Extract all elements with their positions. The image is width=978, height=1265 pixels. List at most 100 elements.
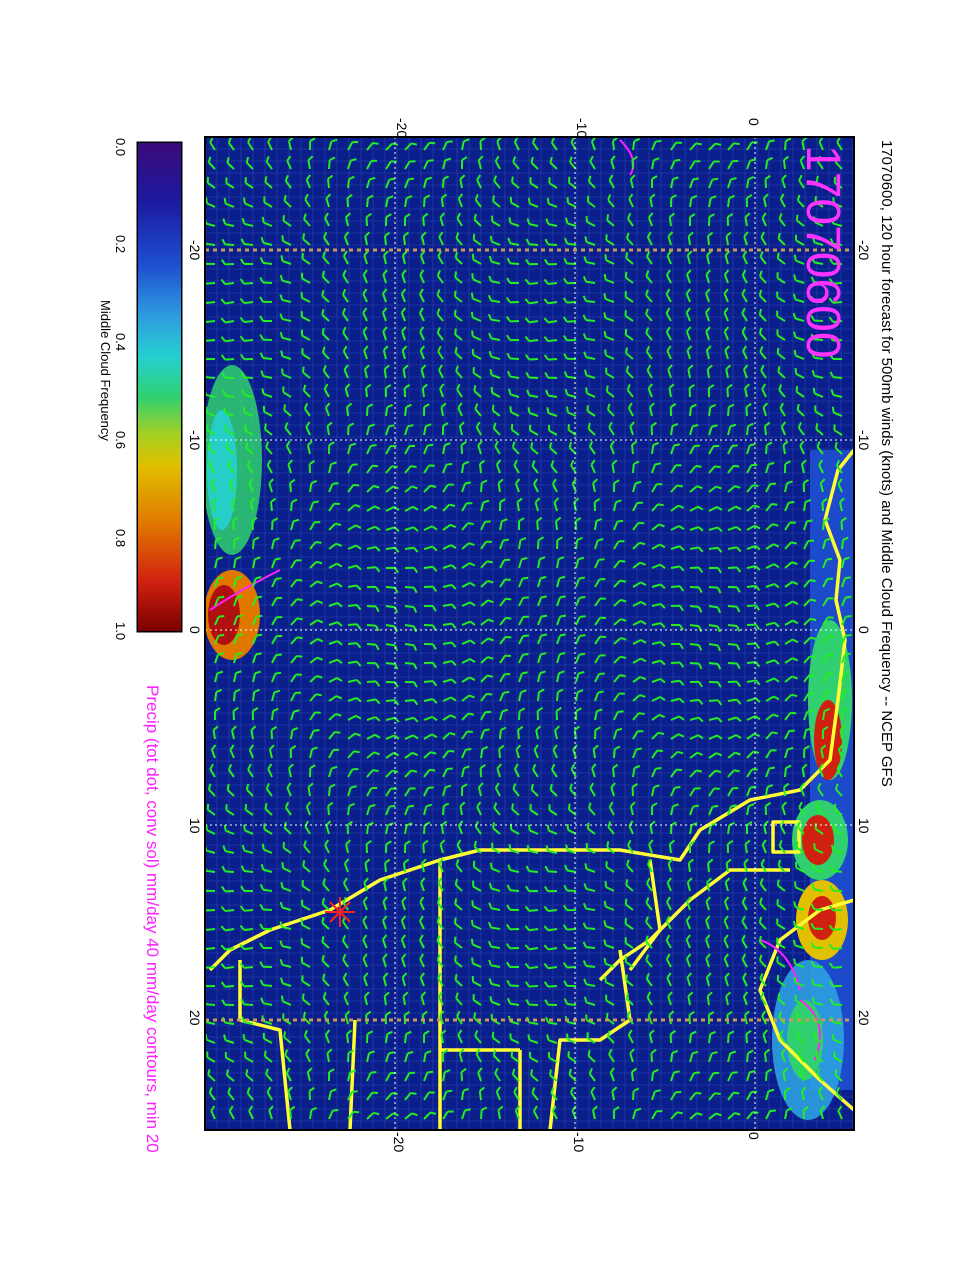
wind-barb [594, 726, 601, 740]
wind-barb [822, 517, 830, 531]
wind-barb [300, 329, 311, 341]
wind-barb [245, 442, 254, 455]
wind-barb [247, 763, 254, 778]
wind-barb [328, 441, 335, 455]
wind-barb [547, 1051, 558, 1063]
wind-barb [220, 354, 235, 361]
wind-barb [612, 763, 619, 778]
wind-barb [743, 1010, 750, 1025]
wind-barb [593, 498, 601, 512]
wind-barb [385, 1051, 395, 1063]
wind-barb [404, 586, 418, 594]
wind-barb [530, 783, 539, 797]
wind-barb [300, 311, 311, 322]
wind-barb [685, 915, 692, 930]
wind-barb [282, 386, 292, 398]
wind-barb [543, 317, 558, 324]
lon-label-bottom: 10 [187, 818, 203, 834]
wind-barb [727, 1091, 740, 1101]
wind-barb [472, 860, 482, 873]
wind-barb [267, 763, 273, 778]
wind-barb [455, 859, 463, 873]
wind-barb [423, 565, 438, 572]
wind-barb [632, 460, 640, 474]
wind-barb [625, 347, 634, 360]
wind-barb [778, 840, 786, 854]
wind-barb [512, 156, 520, 170]
wind-barb [362, 326, 368, 341]
wind-barb [290, 636, 303, 645]
wind-barb [382, 345, 389, 360]
wind-barb [575, 596, 586, 607]
wind-barb [707, 384, 715, 398]
wind-barb [366, 194, 374, 208]
wind-barb [507, 237, 520, 246]
wind-barb [605, 234, 615, 246]
wind-barb [328, 522, 342, 531]
wind-barb [668, 839, 676, 854]
wind-barb [510, 1050, 520, 1063]
wind-barb [839, 725, 846, 740]
wind-barb [588, 440, 596, 455]
wind-barb [689, 586, 703, 594]
wind-barb [324, 212, 330, 227]
wind-barb [628, 820, 634, 835]
wind-barb [442, 732, 456, 740]
wind-barb [594, 672, 605, 683]
wind-barb [442, 140, 453, 151]
wind-barb [706, 250, 712, 265]
wind-barb [472, 367, 482, 379]
wind-barb [214, 595, 225, 607]
wind-barb [814, 405, 824, 417]
wind-barb [346, 820, 353, 835]
wind-barb [707, 1011, 715, 1025]
wind-barb [613, 1106, 620, 1120]
wind-barb [651, 641, 666, 647]
wind-barb [439, 383, 445, 398]
wind-barb [382, 896, 388, 911]
wind-barb [686, 877, 693, 892]
wind-barb [366, 403, 374, 417]
wind-barb [776, 974, 786, 987]
wind-barb [404, 403, 412, 417]
wind-barb [705, 288, 711, 303]
wind-barb [454, 955, 463, 968]
wind-barb [401, 877, 408, 892]
wind-barb [670, 443, 680, 455]
wind-barb [423, 423, 432, 436]
wind-barb [269, 497, 277, 512]
wind-barb [527, 1034, 539, 1044]
wind-barb [404, 546, 419, 553]
wind-barb [575, 689, 584, 702]
wind-barb [607, 821, 615, 835]
wind-barb [437, 345, 444, 360]
wind-barb [461, 502, 473, 512]
wind-barb [765, 563, 780, 569]
wind-barb [328, 748, 340, 759]
wind-barb [499, 597, 512, 607]
wind-barb [648, 1029, 655, 1044]
wind-barb [461, 542, 475, 550]
wind-barb [556, 595, 566, 607]
wind-barb [727, 464, 740, 474]
wind-barb [645, 897, 653, 911]
wind-barb [404, 1030, 412, 1044]
wind-barb [765, 502, 778, 512]
wind-barb [385, 662, 399, 670]
wind-barb [225, 177, 235, 189]
wind-barb [803, 692, 815, 702]
wind-barb [632, 747, 642, 759]
wind-barb [301, 272, 311, 284]
wind-barb [813, 843, 824, 854]
wind-barb [834, 156, 843, 170]
wind-barb [321, 309, 330, 322]
wind-barb [241, 389, 254, 398]
wind-barb [437, 991, 444, 1006]
wind-barb [608, 1048, 615, 1063]
wind-barb [461, 581, 476, 588]
wind-barb [624, 328, 634, 341]
wind-barb [651, 749, 663, 759]
wind-barb [803, 745, 810, 759]
wind-barb [518, 537, 527, 550]
wind-barb [670, 141, 682, 151]
